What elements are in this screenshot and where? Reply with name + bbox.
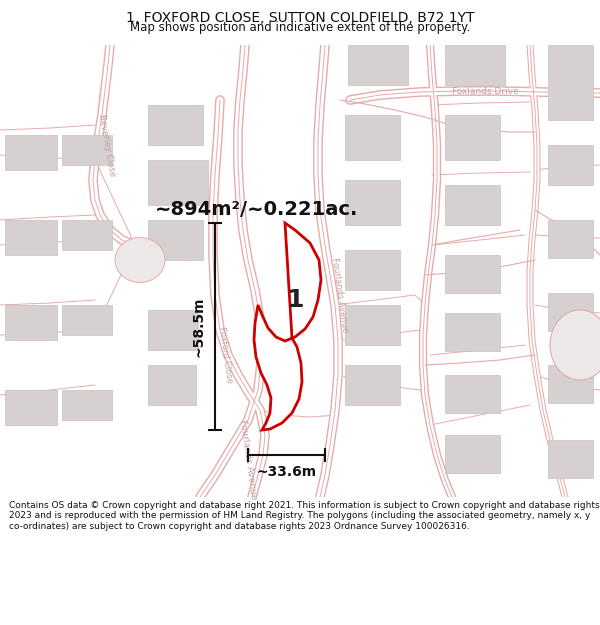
Polygon shape: [62, 220, 112, 250]
Text: Fourlands Avenue: Fourlands Avenue: [330, 257, 350, 333]
Polygon shape: [445, 313, 500, 351]
Polygon shape: [548, 365, 593, 403]
Text: Contains OS data © Crown copyright and database right 2021. This information is : Contains OS data © Crown copyright and d…: [9, 501, 599, 531]
Polygon shape: [148, 310, 198, 350]
Ellipse shape: [550, 310, 600, 380]
Text: ~58.5m: ~58.5m: [192, 296, 206, 357]
Polygon shape: [148, 220, 203, 260]
Polygon shape: [345, 180, 400, 225]
Text: 1: 1: [286, 288, 304, 312]
Polygon shape: [62, 305, 112, 335]
Polygon shape: [5, 305, 57, 340]
Polygon shape: [445, 375, 500, 413]
Polygon shape: [345, 365, 400, 405]
Polygon shape: [5, 135, 57, 170]
Polygon shape: [345, 305, 400, 345]
Text: ~894m²/~0.221ac.: ~894m²/~0.221ac.: [155, 200, 358, 219]
Text: Map shows position and indicative extent of the property.: Map shows position and indicative extent…: [130, 21, 470, 34]
Polygon shape: [148, 365, 196, 405]
Polygon shape: [348, 45, 408, 85]
Polygon shape: [445, 255, 500, 293]
Polygon shape: [445, 115, 500, 160]
Polygon shape: [148, 105, 203, 145]
Polygon shape: [548, 293, 593, 331]
Polygon shape: [345, 250, 400, 290]
Polygon shape: [254, 223, 321, 430]
Polygon shape: [62, 135, 112, 165]
Text: Foxlands Drive: Foxlands Drive: [452, 88, 518, 96]
Polygon shape: [5, 390, 57, 425]
Polygon shape: [345, 115, 400, 160]
Polygon shape: [445, 435, 500, 473]
Polygon shape: [548, 220, 593, 258]
Text: ~33.6m: ~33.6m: [256, 465, 317, 479]
Polygon shape: [548, 45, 593, 120]
Text: 1, FOXFORD CLOSE, SUTTON COLDFIELD, B72 1YT: 1, FOXFORD CLOSE, SUTTON COLDFIELD, B72 …: [126, 11, 474, 25]
Polygon shape: [148, 160, 208, 205]
Polygon shape: [445, 185, 500, 225]
Text: Foxford Close: Foxford Close: [217, 326, 233, 384]
Polygon shape: [548, 145, 593, 185]
Polygon shape: [548, 440, 593, 478]
Ellipse shape: [115, 238, 165, 282]
Text: Fourlands Avenue: Fourlands Avenue: [238, 419, 258, 501]
Polygon shape: [62, 390, 112, 420]
Polygon shape: [5, 220, 57, 255]
Polygon shape: [445, 45, 505, 85]
Text: Beverley Close: Beverley Close: [97, 113, 117, 177]
